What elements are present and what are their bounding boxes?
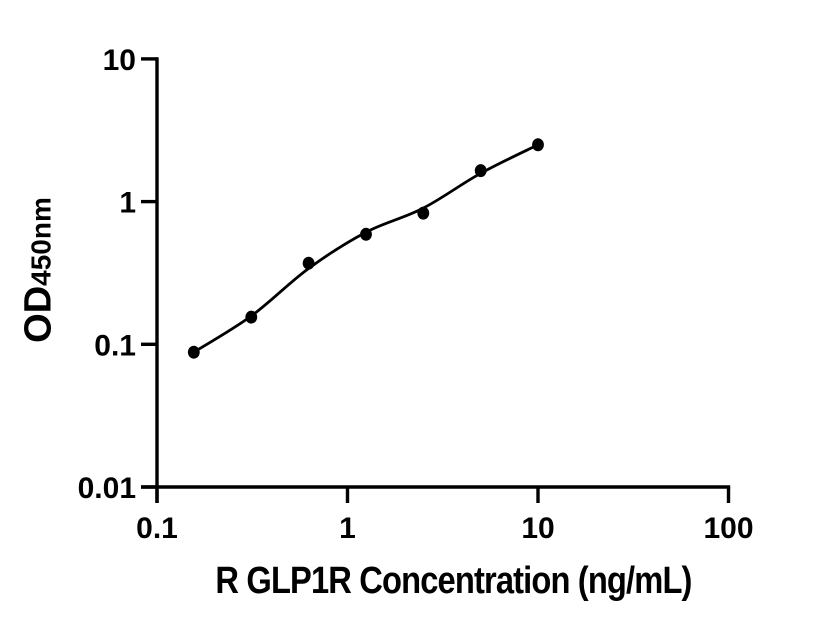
data-point-marker	[474, 164, 487, 178]
y-tick-label: 0.1	[94, 329, 136, 362]
y-axis-title-subscript: 450nm	[25, 197, 57, 286]
x-tick-label: 100	[703, 512, 753, 545]
x-tick-label: 10	[521, 512, 554, 545]
data-point-marker	[360, 227, 372, 241]
data-point-marker	[245, 310, 258, 324]
fit-curve-line	[192, 143, 540, 354]
y-tick-label: 10	[103, 44, 136, 77]
data-point-marker	[302, 256, 315, 270]
data-point-marker	[532, 138, 544, 152]
x-tick-label: 1	[339, 512, 356, 545]
y-axis-title-main: OD	[17, 285, 60, 343]
y-axis-title: OD450nm	[18, 197, 61, 343]
y-tick-label: 0.01	[78, 472, 136, 505]
x-axis-title: R GLP1R Concentration (ng/mL)	[215, 560, 692, 602]
x-tick-label: 0.1	[136, 512, 178, 545]
y-tick-label: 1	[119, 187, 136, 220]
data-point-marker	[187, 345, 200, 359]
data-point-marker	[417, 206, 430, 220]
